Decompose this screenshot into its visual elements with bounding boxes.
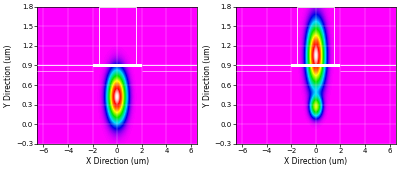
Y-axis label: Y Direction (um): Y Direction (um)	[4, 44, 13, 107]
Y-axis label: Y Direction (um): Y Direction (um)	[203, 44, 212, 107]
Bar	[291, 64, 340, 67]
Bar	[93, 64, 142, 67]
X-axis label: X Direction (um): X Direction (um)	[284, 157, 348, 166]
Bar	[99, 7, 136, 65]
X-axis label: X Direction (um): X Direction (um)	[86, 157, 149, 166]
Bar	[297, 7, 334, 65]
